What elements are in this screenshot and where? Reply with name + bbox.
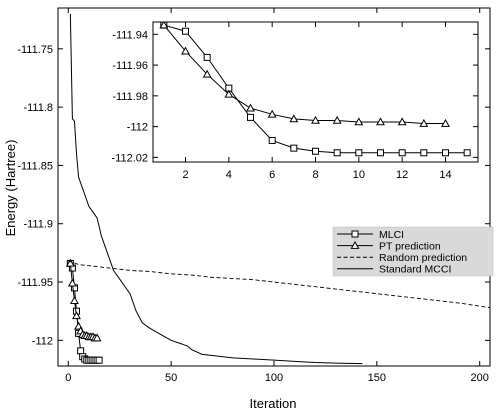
inset-background: [153, 22, 478, 162]
main-x-tick-label-3: 150: [368, 372, 386, 384]
inset-mlci-point-9: [355, 149, 363, 157]
legend-box: [332, 226, 494, 277]
inset-x-tick-label-4: 10: [353, 169, 365, 181]
main-x-tick-label-2: 100: [265, 372, 283, 384]
inset-mlci-point-8: [333, 149, 341, 157]
main-y-tick-label-3: -111.9: [23, 219, 53, 231]
inset-pt-prediction-point-13: [441, 118, 450, 127]
inset-pt-prediction-point-9: [354, 117, 364, 126]
inset-pt-prediction-point-2: [202, 69, 212, 78]
y-axis-title: Energy (Hartree): [3, 140, 18, 237]
main-series-group: [65, 13, 490, 365]
inset-x-tick-label-5: 12: [396, 169, 408, 181]
main-y-tick-label-5: -112: [32, 335, 53, 347]
inset-mlci-point-13: [442, 149, 449, 157]
inset-pt-prediction-point-10: [376, 117, 385, 126]
inset-mlci-point-10: [377, 149, 384, 157]
main-mlci-point-14: [95, 356, 103, 364]
inset-pt-prediction-point-1: [181, 46, 190, 55]
inset-y-tick-label-1: -111.96: [112, 60, 148, 72]
main-pt-prediction-point-0: [65, 258, 75, 267]
main-pt-prediction-point-3: [72, 311, 81, 320]
inset-mlci-point-14: [463, 149, 471, 157]
legend-label-random-prediction: Random prediction: [379, 252, 467, 264]
main-y-tick-label-2: -111.85: [17, 160, 53, 172]
main-plot: 0 50 100 150 200 -111.75 -111.8 -111.85 -111.9 -1…: [17, 7, 491, 384]
inset-y-tick-label-3: -112: [127, 122, 148, 134]
main-y-tick-label-1: -111.8: [23, 102, 53, 114]
inset-x-tick-label-1: 4: [226, 169, 232, 181]
inset-x-tick-label-6: 14: [439, 169, 451, 181]
inset-frame: [152, 21, 479, 163]
inset-plot: 2 4 6 8 10 12 14 -111.94 -111.96 -111.98 -112 -112.…: [112, 21, 479, 181]
inset-mlci-point-2: [203, 53, 211, 61]
inset-pt-prediction-point-4: [246, 103, 255, 112]
inset-x-tick-label-3: 8: [312, 169, 318, 181]
legend-mlci-point-0: [351, 230, 359, 238]
main-series-standard-mcci-line: [69, 13, 363, 365]
inset-y-tick-label-4: -112.02: [112, 152, 149, 164]
main-x-tick-label-1: 50: [165, 372, 177, 384]
main-frame: [57, 7, 491, 367]
inset-pt-prediction-point-6: [289, 114, 299, 123]
inset-x-tick-label-0: 2: [182, 169, 188, 181]
main-pt-prediction-point-2: [70, 296, 79, 304]
inset-pt-prediction-point-12: [419, 118, 429, 127]
main-x-tick-label-0: 0: [65, 372, 71, 384]
inset-y-tick-label-2: -111.98: [112, 91, 148, 103]
inset-x-tick-label-2: 6: [269, 169, 275, 181]
inset-pt-prediction-point-5: [267, 109, 277, 118]
inset-mlci-point-7: [312, 147, 319, 155]
inset-pt-prediction-point-3: [224, 89, 234, 98]
inset-pt-prediction-point-7: [311, 115, 320, 124]
legend-label-pt-prediction: PT prediction: [379, 240, 441, 252]
legend-pt-prediction-point-0: [350, 240, 360, 249]
inset-mlci-point-4: [247, 113, 254, 121]
inset-series-pt-prediction-line: [163, 24, 446, 125]
legend-label-mlci: MLCI: [379, 229, 404, 241]
x-axis-title: Iteration: [250, 396, 297, 411]
inset-pt-prediction-point-0: [159, 22, 169, 29]
inset-mlci-point-6: [290, 144, 298, 152]
inset-mlci-point-12: [420, 149, 428, 157]
inset-mlci-point-11: [398, 149, 406, 157]
inset-pt-prediction-point-11: [397, 117, 407, 126]
main-y-tick-label-0: -111.75: [17, 44, 53, 56]
main-pt-prediction-point-1: [67, 278, 77, 287]
main-y-tick-label-4: -111.95: [17, 277, 53, 289]
main-mlci-point-5: [77, 347, 85, 355]
inset-series-group: [159, 22, 471, 157]
inset-mlci-point-1: [182, 27, 189, 35]
main-series-random-prediction-line: [68, 260, 490, 309]
inset-y-tick-label-0: -111.94: [112, 29, 148, 41]
main-pt-prediction-point-13: [92, 333, 102, 342]
main-x-tick-label-4: 200: [471, 372, 489, 384]
legend-label-standard-mcci: Standard MCCI: [379, 264, 451, 276]
inset-mlci-point-5: [268, 136, 276, 144]
inset-pt-prediction-point-8: [332, 115, 342, 124]
